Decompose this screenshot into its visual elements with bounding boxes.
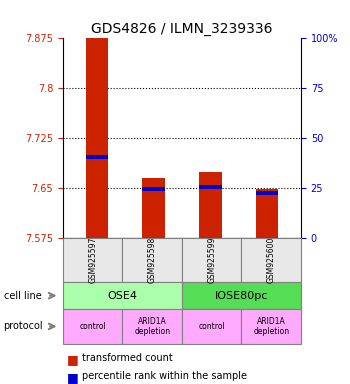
Text: ■: ■ bbox=[66, 353, 78, 366]
Bar bbox=[199, 185, 222, 189]
Text: OSE4: OSE4 bbox=[107, 291, 138, 301]
Bar bbox=[256, 191, 278, 195]
Bar bbox=[199, 172, 222, 238]
Bar bbox=[256, 189, 278, 238]
Bar bbox=[142, 178, 165, 238]
Text: ■: ■ bbox=[66, 371, 78, 384]
Text: percentile rank within the sample: percentile rank within the sample bbox=[82, 371, 247, 381]
Text: transformed count: transformed count bbox=[82, 353, 173, 363]
Text: GSM925600: GSM925600 bbox=[267, 237, 276, 283]
Text: GSM925599: GSM925599 bbox=[207, 237, 216, 283]
Title: GDS4826 / ILMN_3239336: GDS4826 / ILMN_3239336 bbox=[91, 22, 273, 36]
Text: ARID1A
depletion: ARID1A depletion bbox=[134, 317, 170, 336]
Bar bbox=[142, 187, 165, 192]
Text: ARID1A
depletion: ARID1A depletion bbox=[253, 317, 289, 336]
Bar bbox=[86, 155, 108, 159]
Text: GSM925598: GSM925598 bbox=[148, 237, 157, 283]
Text: cell line: cell line bbox=[4, 291, 41, 301]
Text: control: control bbox=[198, 322, 225, 331]
Text: IOSE80pc: IOSE80pc bbox=[215, 291, 268, 301]
Text: control: control bbox=[79, 322, 106, 331]
Bar bbox=[86, 38, 108, 238]
Text: protocol: protocol bbox=[4, 321, 43, 331]
Text: GSM925597: GSM925597 bbox=[88, 237, 97, 283]
